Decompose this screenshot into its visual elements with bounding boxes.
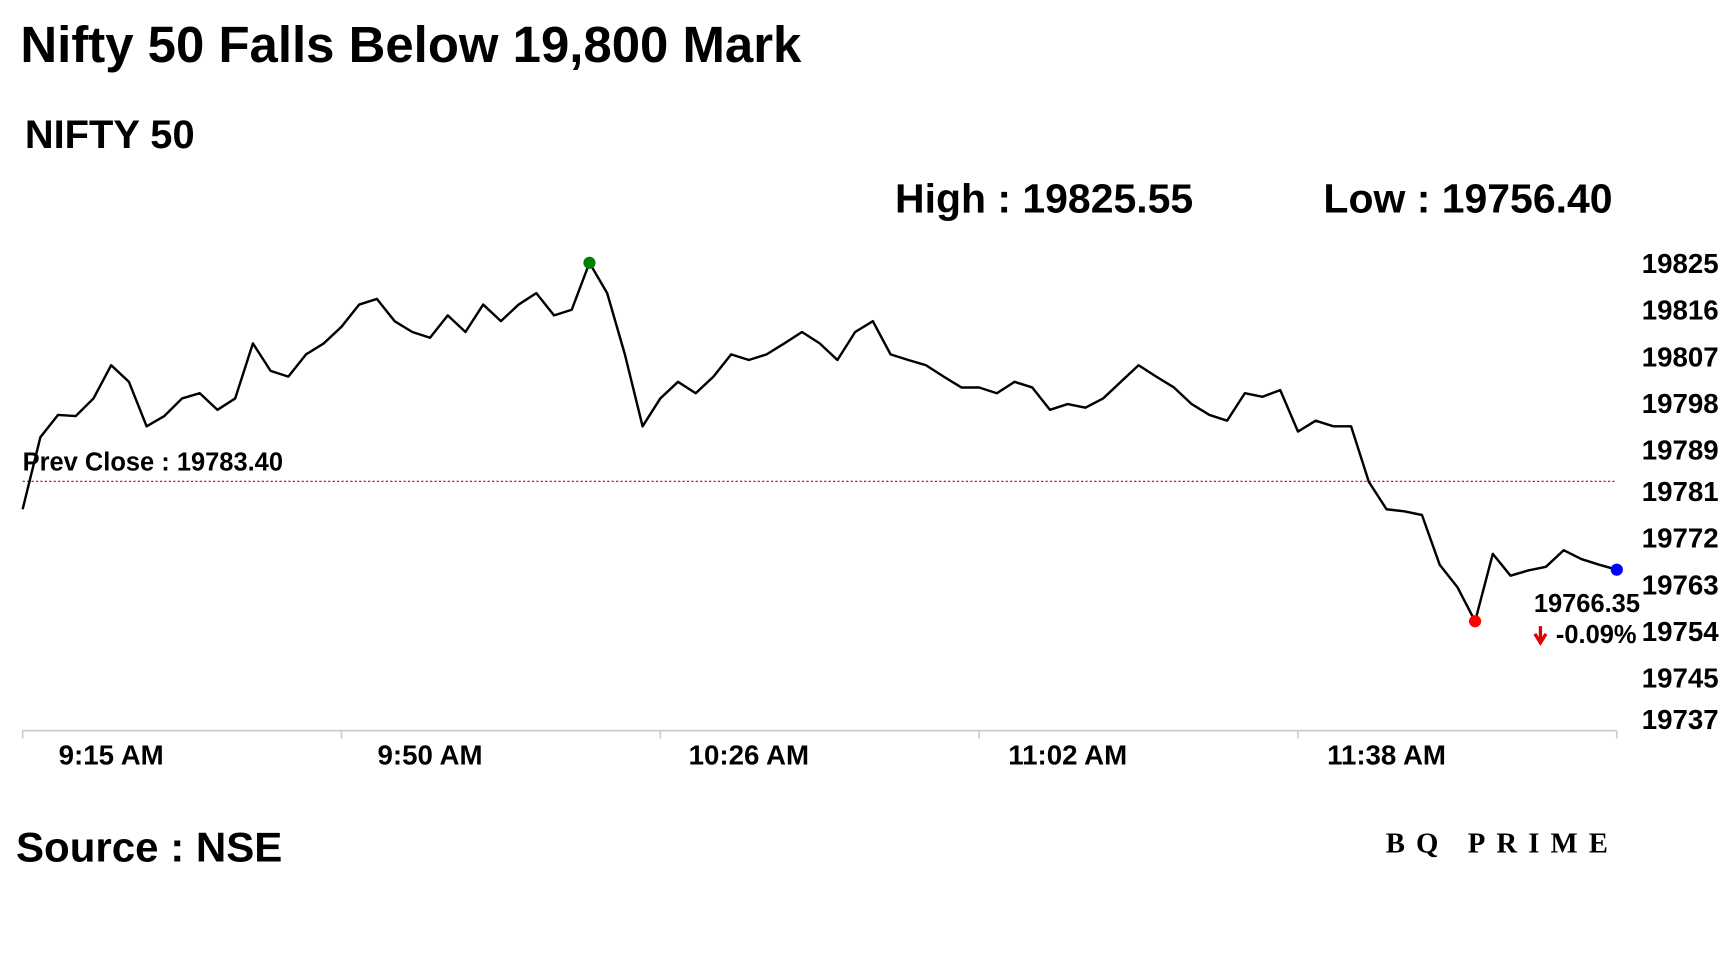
x-tick-label: 10:26 AM bbox=[689, 740, 809, 771]
last-marker bbox=[1610, 563, 1623, 576]
low-marker bbox=[1469, 615, 1482, 628]
y-tick-label: 19745 bbox=[1642, 663, 1719, 694]
change-label: -0.09% bbox=[1556, 621, 1637, 649]
y-tick-label: 19789 bbox=[1642, 435, 1719, 466]
y-tick-label: 19807 bbox=[1642, 341, 1719, 372]
prev-close-label: Prev Close : 19783.40 bbox=[23, 448, 283, 476]
y-tick-label: 19781 bbox=[1642, 476, 1719, 507]
last-value-label: 19766.35 bbox=[1534, 590, 1640, 618]
y-tick-label: 19737 bbox=[1642, 704, 1719, 735]
price-line bbox=[21, 261, 1618, 623]
y-tick-label: 19825 bbox=[1642, 248, 1719, 279]
x-tick-label: 9:50 AM bbox=[378, 740, 483, 771]
x-tick-label: 9:15 AM bbox=[59, 740, 164, 771]
chart-title: Nifty 50 Falls Below 19,800 Mark bbox=[20, 16, 802, 73]
y-tick-label: 19798 bbox=[1642, 388, 1719, 419]
y-tick-label: 19763 bbox=[1642, 569, 1719, 600]
chart-subtitle: NIFTY 50 bbox=[25, 113, 195, 157]
y-tick-label: 19754 bbox=[1642, 616, 1720, 647]
y-tick-label: 19816 bbox=[1642, 295, 1719, 326]
change-arrow bbox=[1533, 626, 1548, 646]
low-text: Low : 19756.40 bbox=[1323, 175, 1612, 221]
brand-logo: BQ PRIME bbox=[1386, 827, 1619, 859]
source: Source : NSE bbox=[16, 823, 282, 870]
last-label-bg bbox=[1530, 589, 1644, 648]
x-tick-label: 11:02 AM bbox=[1008, 740, 1127, 771]
high-text: High : 19825.55 bbox=[895, 175, 1193, 221]
high-marker bbox=[583, 256, 596, 269]
y-tick-label: 19772 bbox=[1642, 523, 1719, 554]
x-tick-label: 11:38 AM bbox=[1327, 740, 1446, 771]
